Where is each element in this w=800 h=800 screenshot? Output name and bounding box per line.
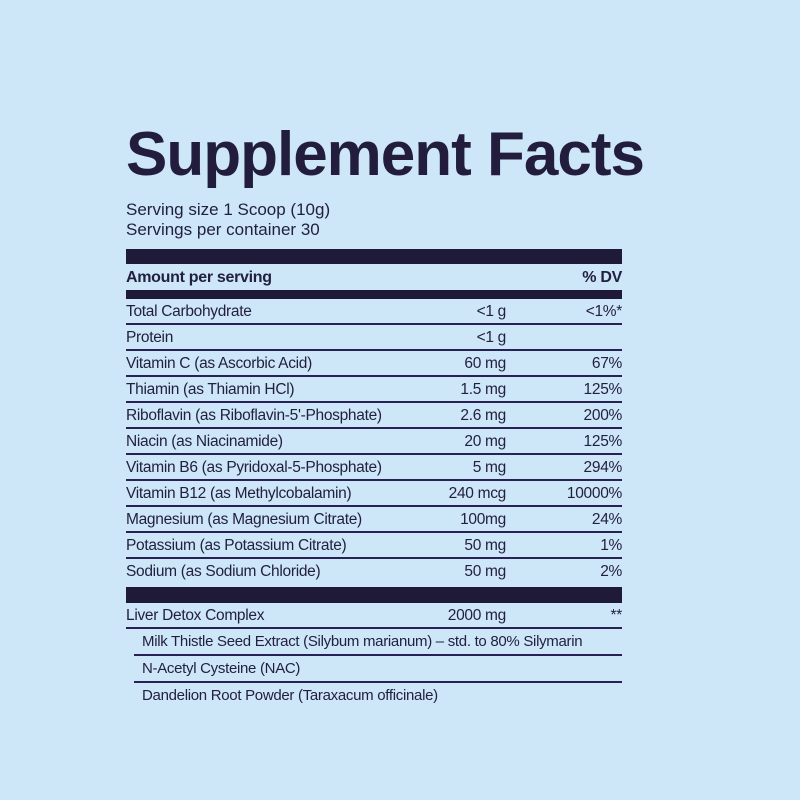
complex-name: Liver Detox Complex bbox=[126, 606, 265, 624]
nutrient-name: Sodium (as Sodium Chloride) bbox=[126, 562, 321, 580]
nutrient-row-potassium: Potassium (as Potassium Citrate) 50 mg 1… bbox=[126, 533, 622, 559]
nutrient-amount: 240 mcg bbox=[448, 484, 507, 502]
nutrient-row-protein: Protein <1 g bbox=[126, 325, 622, 351]
complex-amount: 2000 mg bbox=[447, 606, 507, 624]
nutrient-dv: 67% bbox=[591, 354, 622, 372]
nutrient-row-vitamin-b6: Vitamin B6 (as Pyridoxal-5-Phosphate) 5 … bbox=[126, 455, 622, 481]
supplement-facts-label: Supplement Facts Serving size 1 Scoop (1… bbox=[126, 120, 645, 708]
nutrient-dv: 200% bbox=[583, 406, 623, 424]
nutrient-name: Riboflavin (as Riboflavin-5'-Phosphate) bbox=[126, 406, 382, 424]
divider-bar-top bbox=[126, 248, 622, 264]
nutrient-amount: 2.6 mg bbox=[460, 406, 506, 424]
nutrient-dv: 2% bbox=[600, 562, 622, 580]
sub-ingredient-text: Dandelion Root Powder (Taraxacum officin… bbox=[142, 686, 438, 704]
nutrient-amount: 50 mg bbox=[464, 536, 506, 554]
nutrient-amount: 100mg bbox=[460, 510, 506, 528]
nutrient-name: Thiamin (as Thiamin HCl) bbox=[126, 380, 295, 398]
nutrient-dv: 1% bbox=[600, 536, 622, 554]
divider-bar-bottom bbox=[126, 586, 622, 603]
nutrient-amount: <1 g bbox=[476, 302, 507, 320]
nutrient-amount: <1 g bbox=[476, 328, 507, 346]
nutrient-name: Total Carbohydrate bbox=[126, 302, 252, 320]
nutrient-row-vitamin-b12: Vitamin B12 (as Methylcobalamin) 240 mcg… bbox=[126, 481, 622, 507]
nutrient-name: Niacin (as Niacinamide) bbox=[126, 432, 283, 450]
nutrient-name: Protein bbox=[126, 328, 174, 346]
nutrient-row-magnesium: Magnesium (as Magnesium Citrate) 100mg 2… bbox=[126, 507, 622, 533]
nutrient-dv: 24% bbox=[591, 510, 622, 528]
nutrient-row-thiamin: Thiamin (as Thiamin HCl) 1.5 mg 125% bbox=[126, 377, 622, 403]
nutrient-dv: 125% bbox=[583, 380, 623, 398]
nutrient-row-vitamin-c: Vitamin C (as Ascorbic Acid) 60 mg 67% bbox=[126, 351, 622, 377]
servings-per-container-line: Servings per container 30 bbox=[126, 219, 320, 239]
nutrient-name: Magnesium (as Magnesium Citrate) bbox=[126, 510, 362, 528]
label-title: Supplement Facts bbox=[126, 120, 645, 189]
nutrient-row-riboflavin: Riboflavin (as Riboflavin-5'-Phosphate) … bbox=[126, 403, 622, 429]
serving-size-line: Serving size 1 Scoop (10g) bbox=[126, 199, 331, 219]
sub-ingredient-text: N-Acetyl Cysteine (NAC) bbox=[142, 659, 301, 677]
sub-ingredient-dandelion: Dandelion Root Powder (Taraxacum officin… bbox=[134, 683, 622, 708]
nutrient-name: Vitamin B6 (as Pyridoxal-5-Phosphate) bbox=[126, 458, 382, 476]
sub-ingredient-nac: N-Acetyl Cysteine (NAC) bbox=[134, 656, 622, 683]
divider-bar-header bbox=[126, 289, 622, 299]
amount-per-serving-header: Amount per serving bbox=[126, 268, 272, 286]
nutrient-name: Vitamin C (as Ascorbic Acid) bbox=[126, 354, 312, 372]
nutrient-name: Vitamin B12 (as Methylcobalamin) bbox=[126, 484, 352, 502]
nutrient-row-total-carbohydrate: Total Carbohydrate <1 g <1%* bbox=[126, 299, 622, 325]
nutrient-dv: <1%* bbox=[585, 302, 623, 320]
nutrient-row-niacin: Niacin (as Niacinamide) 20 mg 125% bbox=[126, 429, 622, 455]
nutrient-amount: 1.5 mg bbox=[460, 380, 506, 398]
nutrient-amount: 60 mg bbox=[464, 354, 506, 372]
nutrient-amount: 50 mg bbox=[464, 562, 506, 580]
nutrient-dv: 10000% bbox=[566, 484, 622, 502]
table-header-row: Amount per serving % DV bbox=[126, 264, 622, 290]
sub-ingredient-text: Milk Thistle Seed Extract (Silybum maria… bbox=[142, 632, 583, 650]
nutrient-name: Potassium (as Potassium Citrate) bbox=[126, 536, 347, 554]
percent-dv-header: % DV bbox=[582, 268, 622, 286]
nutrient-dv: 294% bbox=[583, 458, 623, 476]
nutrient-amount: 5 mg bbox=[472, 458, 507, 476]
nutrient-amount: 20 mg bbox=[464, 432, 506, 450]
nutrient-row-sodium: Sodium (as Sodium Chloride) 50 mg 2% bbox=[126, 559, 622, 583]
nutrient-dv: 125% bbox=[583, 432, 623, 450]
sub-ingredient-milk-thistle: Milk Thistle Seed Extract (Silybum maria… bbox=[134, 629, 622, 656]
liver-detox-complex-row: Liver Detox Complex 2000 mg ** bbox=[126, 603, 622, 629]
complex-dv: ** bbox=[610, 606, 623, 624]
